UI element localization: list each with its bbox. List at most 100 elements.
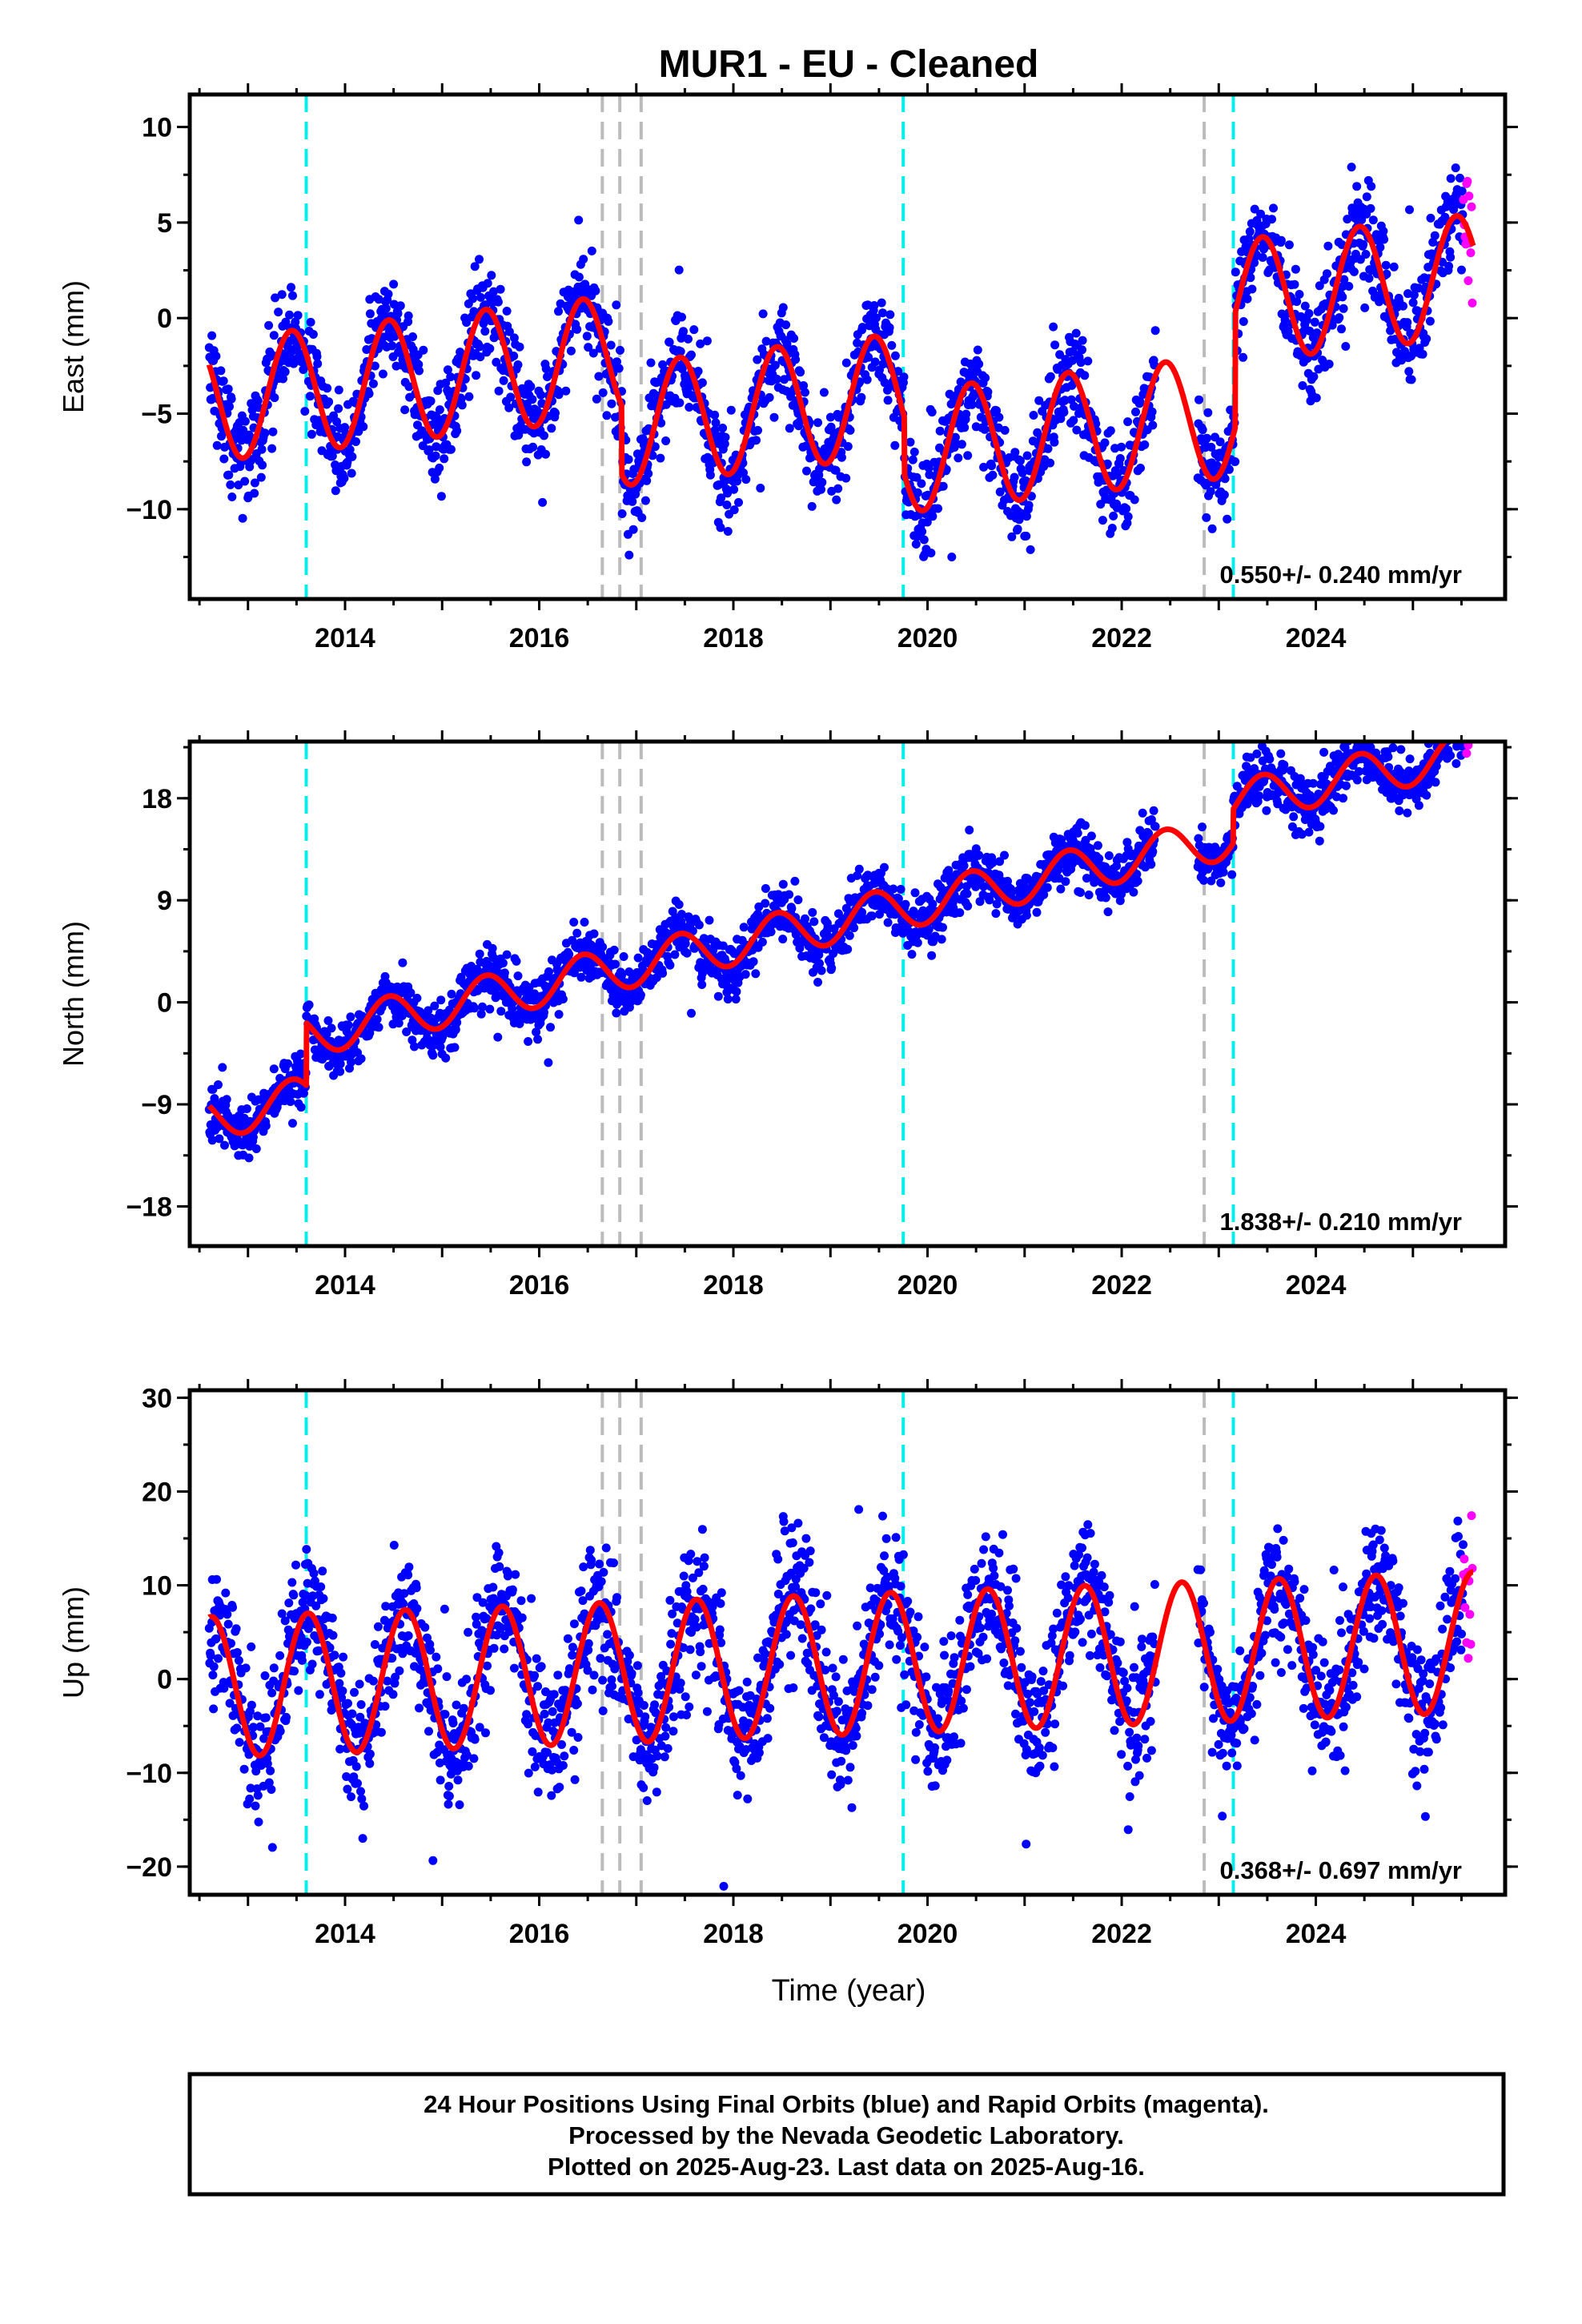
final-orbit-point <box>832 495 841 505</box>
final-orbit-point <box>415 366 424 376</box>
final-orbit-point <box>224 470 234 480</box>
final-orbit-point <box>513 971 523 981</box>
final-orbit-point <box>1276 749 1286 758</box>
final-orbit-point <box>896 885 905 894</box>
final-orbit-point <box>241 1663 251 1673</box>
final-orbit-point <box>359 422 368 432</box>
final-orbit-point <box>291 317 300 327</box>
final-orbit-point <box>540 431 548 440</box>
y-tick-label: 18 <box>142 784 172 814</box>
final-orbit-point <box>766 927 776 937</box>
final-orbit-point <box>323 1016 333 1025</box>
final-orbit-point <box>658 968 668 978</box>
final-orbit-point <box>1309 372 1319 381</box>
final-orbit-point <box>1206 487 1215 497</box>
final-orbit-point <box>637 513 647 522</box>
final-orbit-point <box>1078 336 1087 345</box>
final-orbit-point <box>1258 253 1267 262</box>
final-orbit-point <box>883 918 893 927</box>
final-orbit-point <box>468 294 478 304</box>
final-orbit-point <box>789 334 799 343</box>
final-orbit-point <box>1135 396 1145 406</box>
final-orbit-point <box>231 1624 241 1634</box>
final-orbit-point <box>1203 433 1211 443</box>
final-orbit-point <box>476 292 485 302</box>
x-tick-label: 2014 <box>315 1270 375 1301</box>
final-orbit-point <box>554 390 564 400</box>
final-orbit-point <box>220 1140 229 1150</box>
final-orbit-point <box>913 938 922 947</box>
final-orbit-point <box>435 405 444 415</box>
final-orbit-point <box>404 311 413 320</box>
final-orbit-point <box>513 360 523 369</box>
final-orbit-point <box>1000 850 1009 860</box>
final-orbit-point <box>991 909 1001 919</box>
final-orbit-point <box>656 418 666 428</box>
final-orbit-point <box>1219 867 1228 877</box>
final-orbit-point <box>502 950 512 959</box>
final-orbit-point <box>374 295 383 304</box>
final-orbit-point <box>232 1648 242 1657</box>
final-orbit-point <box>1399 301 1407 311</box>
final-orbit-point <box>908 455 917 464</box>
final-orbit-point <box>279 374 287 384</box>
final-orbit-point <box>296 1103 306 1112</box>
final-orbit-point <box>446 444 456 454</box>
final-orbit-point <box>909 447 919 456</box>
final-orbit-point <box>674 265 684 275</box>
final-orbit-point <box>1150 822 1160 831</box>
final-orbit-point <box>308 330 318 339</box>
final-orbit-point <box>221 1588 231 1598</box>
final-orbit-point <box>558 995 568 1003</box>
final-orbit-point <box>711 418 721 428</box>
y-tick-label: −18 <box>126 1192 172 1222</box>
final-orbit-point <box>1404 367 1414 376</box>
final-orbit-point <box>934 504 942 513</box>
final-orbit-point <box>1457 265 1466 275</box>
final-orbit-point <box>483 279 492 288</box>
final-orbit-point <box>547 424 556 433</box>
final-orbit-point <box>1093 841 1102 850</box>
final-orbit-point <box>214 1654 223 1663</box>
x-tick-label: 2022 <box>1091 1270 1152 1301</box>
final-orbit-point <box>313 359 323 368</box>
final-orbit-point <box>1339 794 1347 803</box>
final-orbit-point <box>334 385 343 395</box>
final-orbit-point <box>676 347 685 356</box>
final-orbit-point <box>614 364 624 373</box>
final-orbit-point <box>862 375 872 384</box>
final-orbit-point <box>992 406 1002 416</box>
y-tick-label: 0 <box>157 988 172 1019</box>
final-orbit-point <box>485 1004 495 1014</box>
final-orbit-point <box>250 478 259 488</box>
final-orbit-point <box>1138 808 1147 818</box>
final-orbit-point <box>504 403 514 412</box>
final-orbit-point <box>244 1153 254 1163</box>
final-orbit-point <box>589 929 599 939</box>
final-orbit-point <box>379 332 388 342</box>
final-orbit-point <box>687 1008 696 1018</box>
final-orbit-point <box>1239 317 1248 326</box>
final-orbit-point <box>269 1064 279 1074</box>
final-orbit-point <box>222 1095 231 1104</box>
final-orbit-point <box>739 923 749 932</box>
final-orbit-point <box>240 416 250 426</box>
final-orbit-point <box>561 386 571 396</box>
final-orbit-point <box>334 404 343 413</box>
final-orbit-point <box>408 332 417 341</box>
final-orbit-point <box>841 358 851 368</box>
final-orbit-point <box>584 343 593 352</box>
final-orbit-point <box>656 453 665 463</box>
final-orbit-point <box>716 523 725 533</box>
final-orbit-point <box>275 1651 285 1660</box>
final-orbit-point <box>927 951 937 960</box>
y-tick-label: 9 <box>157 886 172 916</box>
final-orbit-point <box>223 1610 232 1619</box>
final-orbit-point <box>238 513 247 523</box>
final-orbit-point <box>885 323 894 332</box>
final-orbit-point <box>769 412 779 422</box>
final-orbit-point <box>436 995 446 1005</box>
final-orbit-point <box>257 444 267 454</box>
final-orbit-point <box>1046 458 1055 468</box>
